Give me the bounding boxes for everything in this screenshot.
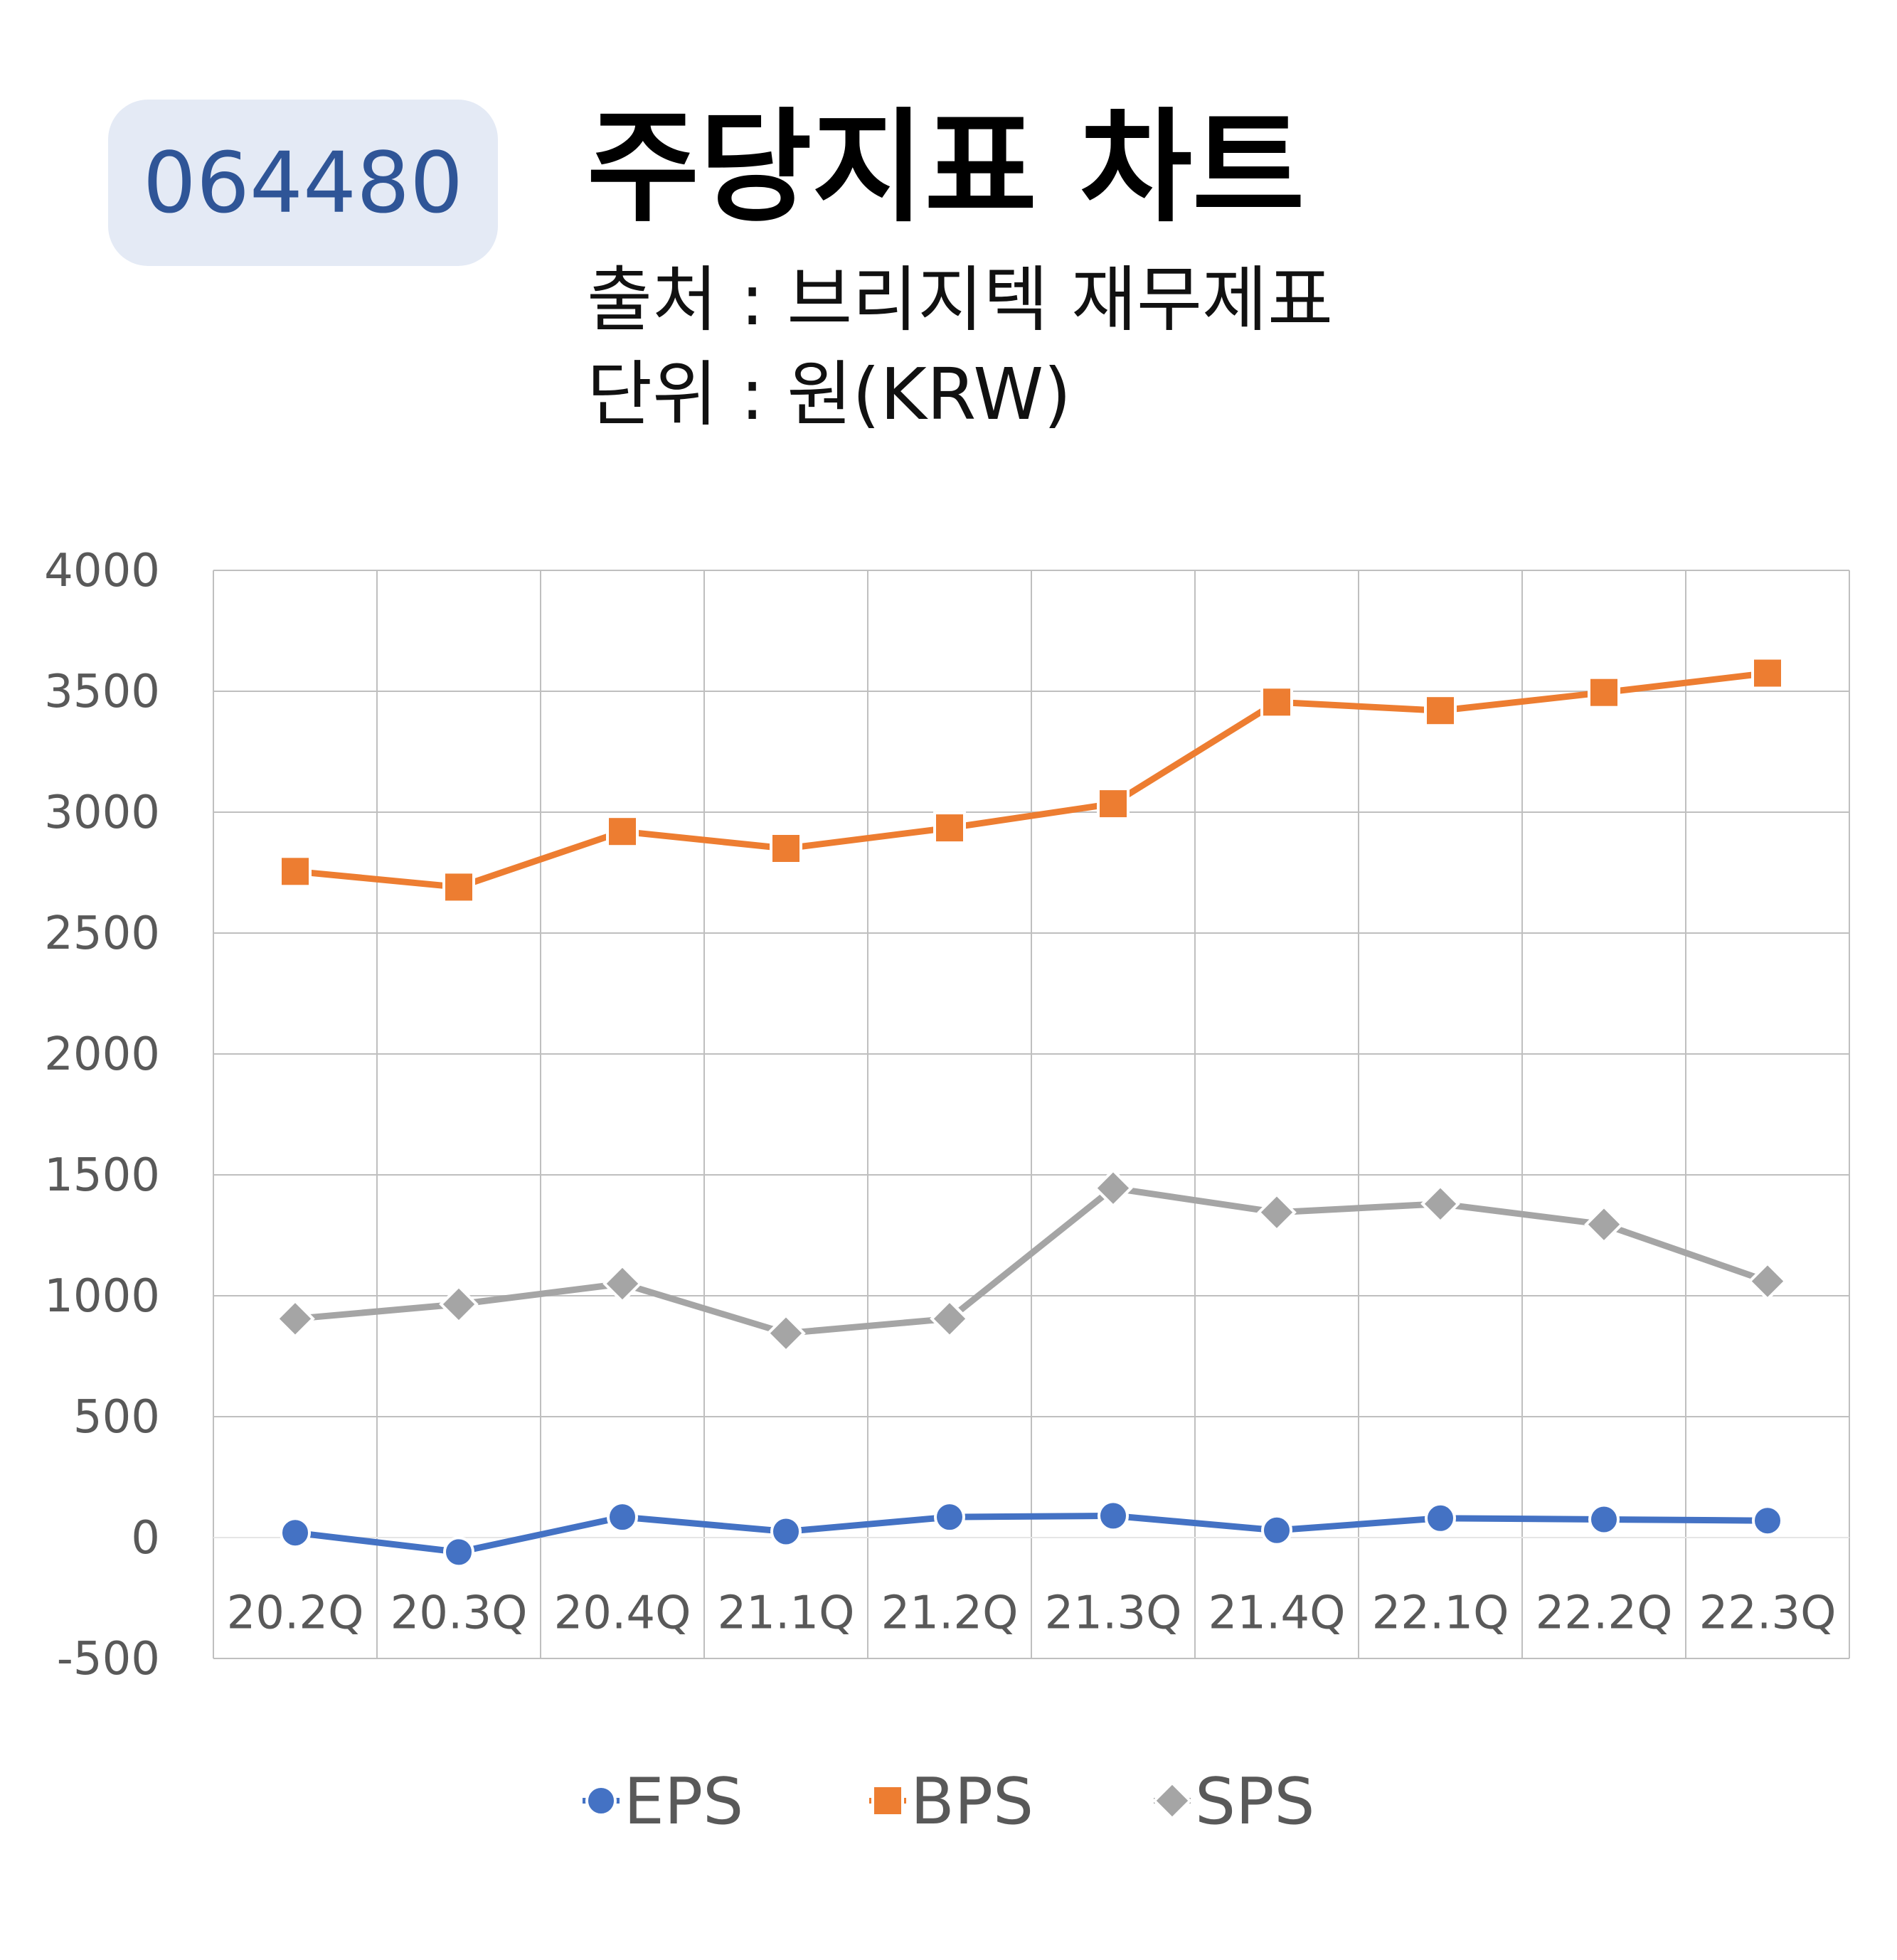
sps-line (292, 1185, 1771, 1337)
page-title: 주당지표 차트 (587, 96, 1305, 239)
y-tick-label: 1500 (44, 1149, 160, 1202)
sps-point (602, 1264, 642, 1304)
eps-line (292, 1512, 1771, 1555)
x-tick-label: 22.1Q (1372, 1587, 1509, 1639)
y-axis-ticks: 4000 3500 3000 2500 2000 1500 1000 500 0 -500 (44, 545, 160, 1685)
sps-point (1420, 1183, 1460, 1224)
sps-point (766, 1313, 806, 1353)
legend-label: EPS (624, 1764, 743, 1839)
eps-point (280, 1517, 311, 1549)
sps-point (1584, 1204, 1624, 1245)
series-bps (279, 656, 1784, 904)
eps-point (1098, 1500, 1129, 1532)
ticker-code: 064480 (142, 134, 464, 232)
per-share-line-chart: 4000 3500 3000 2500 2000 1500 1000 500 0 -500 20.… (44, 545, 1850, 1839)
legend-marker (585, 1785, 617, 1816)
sps-point (930, 1299, 969, 1339)
bps-point (606, 815, 639, 848)
x-tick-label: 21.2Q (881, 1587, 1019, 1639)
eps-point (607, 1501, 638, 1533)
y-tick-label: 1000 (44, 1270, 160, 1323)
sps-point (1093, 1168, 1133, 1208)
unit-note: 단위 : 원(KRW) (587, 353, 1072, 436)
x-tick-label: 21.3Q (1045, 1587, 1182, 1639)
y-tick-label: 2000 (44, 1028, 160, 1081)
legend-label: BPS (910, 1764, 1033, 1839)
eps-point (1261, 1514, 1292, 1546)
eps-point (770, 1516, 802, 1548)
sps-point (439, 1284, 479, 1324)
x-tick-label: 20.3Q (390, 1587, 528, 1639)
sps-point (1257, 1192, 1297, 1232)
bps-point (279, 855, 312, 888)
eps-point (443, 1536, 474, 1568)
bps-point (933, 811, 966, 845)
eps-point (1425, 1502, 1456, 1534)
eps-point (934, 1501, 965, 1533)
series-lines (275, 656, 1787, 1568)
series-sps (275, 1168, 1787, 1353)
x-tick-label: 20.2Q (227, 1587, 364, 1639)
x-tick-label: 21.1Q (718, 1587, 855, 1639)
grid (213, 570, 1850, 1659)
source-note: 출처 : 브리지텍 재무제표 (587, 258, 1334, 341)
bps-point (770, 832, 802, 865)
y-tick-label: 4000 (44, 545, 160, 597)
y-tick-label: 0 (131, 1512, 160, 1565)
bps-point (1588, 676, 1620, 709)
x-tick-label: 22.3Q (1699, 1587, 1837, 1639)
y-tick-label: 3500 (44, 666, 160, 718)
legend-marker (871, 1784, 904, 1817)
legend: EPS BPS SPS (583, 1764, 1315, 1839)
bps-point (1260, 686, 1293, 719)
x-tick-label: 20.4Q (554, 1587, 691, 1639)
bps-point (1097, 787, 1130, 821)
legend-label: SPS (1195, 1764, 1315, 1839)
series-eps (280, 1500, 1783, 1568)
bps-point (1424, 694, 1457, 728)
ticker-badge: 064480 (108, 100, 498, 266)
x-tick-label: 21.4Q (1208, 1587, 1346, 1639)
eps-point (1752, 1505, 1783, 1537)
sps-point (275, 1299, 315, 1339)
legend-item-sps: SPS (1152, 1764, 1315, 1839)
x-axis-ticks: 20.2Q 20.3Q 20.4Q 21.1Q 21.2Q 21.3Q 21.4Q 22.1Q… (227, 1587, 1837, 1639)
y-tick-label: 2500 (44, 907, 160, 960)
legend-item-bps: BPS (869, 1764, 1033, 1839)
y-tick-label: 3000 (44, 787, 160, 839)
legend-marker (1152, 1781, 1192, 1821)
bps-point (442, 870, 475, 904)
legend-item-eps: EPS (583, 1764, 743, 1839)
y-tick-label: 500 (73, 1391, 160, 1444)
eps-point (1588, 1503, 1620, 1535)
sps-point (1748, 1261, 1787, 1301)
y-tick-label: -500 (57, 1633, 160, 1685)
bps-line (292, 670, 1771, 890)
bps-point (1751, 656, 1784, 690)
x-tick-label: 22.2Q (1536, 1587, 1673, 1639)
